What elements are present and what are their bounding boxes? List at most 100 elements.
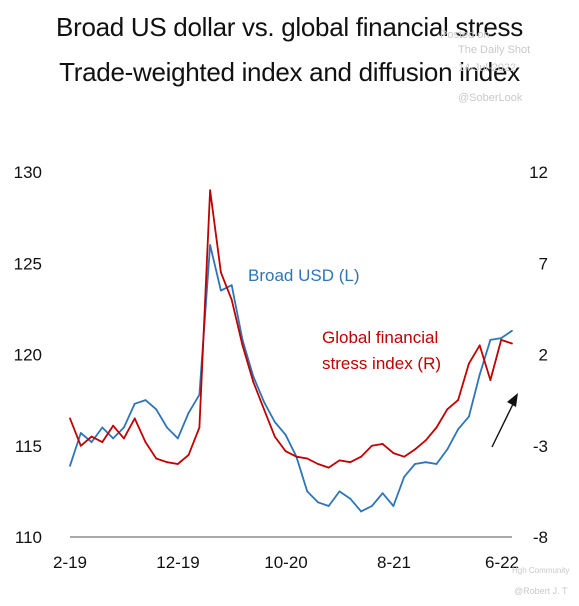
data-point	[403, 455, 406, 458]
data-point	[295, 455, 298, 458]
data-point	[209, 189, 212, 192]
data-point	[414, 448, 416, 451]
financial-stress-line	[69, 189, 513, 469]
data-point	[467, 415, 470, 418]
data-point	[123, 426, 125, 429]
data-point	[187, 453, 190, 456]
data-point	[273, 421, 276, 423]
data-point	[273, 435, 276, 438]
data-point	[263, 401, 265, 403]
data-point	[478, 373, 481, 376]
data-point	[370, 505, 373, 507]
data-point	[241, 344, 244, 347]
data-point	[457, 399, 459, 402]
y-left-tick-label: 120	[14, 346, 42, 365]
data-point	[69, 464, 71, 467]
x-tick-label: 8-21	[377, 553, 411, 572]
data-point	[198, 426, 201, 429]
trend-arrow	[491, 399, 516, 448]
data-point	[155, 408, 158, 411]
data-point	[112, 424, 115, 427]
data-point	[144, 399, 147, 402]
y-right-tick-label: -3	[533, 437, 548, 456]
data-point	[360, 455, 362, 458]
chart-subtitle: Trade-weighted index and diffusion index	[59, 57, 520, 87]
data-point	[90, 435, 93, 438]
y-right-tick-label: -8	[533, 528, 548, 547]
data-point	[230, 298, 233, 301]
broad-usd-line	[69, 244, 513, 513]
y-right-tick-label: 12	[529, 163, 548, 182]
data-point	[155, 457, 158, 460]
trend-arrow-head	[507, 393, 518, 407]
series-annotation: Global financial	[322, 328, 438, 347]
data-point	[79, 444, 82, 447]
data-point	[338, 459, 341, 462]
series-annotation: stress index (R)	[322, 354, 441, 373]
data-point	[457, 428, 459, 431]
data-point	[198, 393, 201, 396]
data-point	[79, 432, 82, 434]
data-point	[435, 426, 438, 429]
data-point	[252, 380, 255, 383]
data-point	[133, 417, 136, 420]
data-point	[101, 441, 104, 443]
data-point	[123, 437, 125, 440]
data-point	[424, 461, 427, 464]
data-point	[381, 492, 384, 495]
data-point	[166, 461, 168, 464]
data-point	[500, 339, 503, 341]
data-point	[392, 505, 395, 507]
data-point	[349, 497, 352, 500]
data-point	[176, 463, 179, 465]
data-point	[489, 339, 492, 341]
data-point	[306, 457, 309, 460]
data-point	[220, 289, 222, 292]
y-left-tick-label: 115	[15, 437, 42, 456]
watermark-line: 14-Jul-2022	[458, 62, 517, 74]
data-point	[187, 412, 190, 414]
x-tick-label: 10-20	[264, 553, 307, 572]
chart-title: Broad US dollar vs. global financial str…	[56, 12, 523, 42]
x-tick-label: 6-22	[485, 553, 519, 572]
data-point	[478, 344, 481, 347]
y-left-tick-label: 110	[15, 528, 42, 547]
x-tick-label: 2-19	[53, 553, 87, 572]
series-annotation: Broad USD (L)	[248, 266, 359, 285]
y-right-tick-label: 7	[539, 254, 548, 273]
data-point	[414, 463, 416, 465]
data-point	[101, 426, 104, 429]
data-point	[306, 490, 309, 493]
data-point	[230, 284, 233, 287]
data-point	[467, 362, 470, 365]
data-point	[263, 408, 265, 411]
watermark-line: The Daily Shot	[458, 44, 531, 56]
data-point	[446, 448, 449, 451]
data-point	[489, 379, 492, 381]
data-point	[284, 450, 287, 453]
data-point	[446, 408, 449, 411]
data-point	[370, 444, 373, 447]
y-left-tick-label: 125	[14, 254, 42, 273]
data-point	[511, 329, 513, 332]
data-point	[327, 466, 330, 469]
credit-label: @Robert J. T	[514, 586, 568, 596]
data-point	[403, 475, 406, 478]
data-point	[209, 244, 212, 246]
data-point	[349, 461, 352, 464]
data-point	[220, 271, 222, 274]
data-point	[435, 463, 438, 465]
data-point	[424, 439, 427, 442]
data-point	[90, 441, 93, 443]
data-point	[317, 501, 319, 504]
data-point	[69, 417, 71, 420]
y-right-tick-label: 2	[539, 346, 548, 365]
data-point	[133, 402, 136, 405]
watermark-line: @SoberLook	[458, 92, 523, 104]
data-point	[284, 433, 287, 436]
data-point	[144, 441, 147, 443]
data-point	[176, 437, 179, 440]
data-point	[327, 505, 330, 507]
